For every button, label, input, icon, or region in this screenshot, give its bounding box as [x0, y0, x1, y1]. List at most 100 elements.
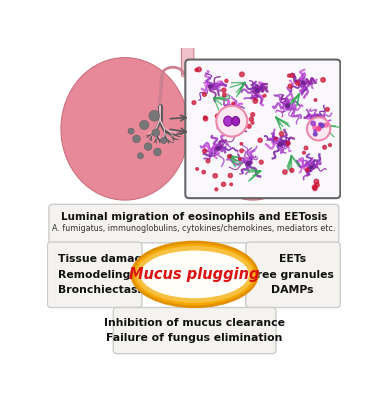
Text: Inhibition of mucus clearance
Failure of fungus elimination: Inhibition of mucus clearance Failure of…: [104, 318, 285, 343]
Circle shape: [296, 81, 300, 85]
Circle shape: [144, 143, 152, 150]
Circle shape: [305, 168, 309, 172]
Circle shape: [274, 138, 277, 140]
Circle shape: [304, 146, 308, 150]
Circle shape: [283, 170, 287, 174]
Circle shape: [202, 92, 206, 96]
Circle shape: [326, 108, 329, 111]
Circle shape: [240, 142, 243, 145]
FancyBboxPatch shape: [47, 242, 142, 308]
Text: Mucus plugging: Mucus plugging: [129, 267, 260, 282]
Circle shape: [221, 182, 226, 186]
Circle shape: [309, 166, 312, 169]
Ellipse shape: [197, 65, 309, 200]
Circle shape: [161, 137, 167, 144]
Ellipse shape: [136, 246, 254, 303]
Circle shape: [290, 168, 294, 172]
Circle shape: [133, 135, 140, 143]
Circle shape: [137, 153, 144, 159]
Circle shape: [286, 142, 290, 146]
Circle shape: [196, 168, 199, 170]
Circle shape: [321, 78, 325, 82]
Circle shape: [231, 112, 235, 116]
Circle shape: [232, 102, 235, 105]
Circle shape: [279, 132, 283, 136]
Circle shape: [240, 72, 244, 77]
Circle shape: [208, 85, 212, 88]
Circle shape: [324, 123, 328, 127]
Circle shape: [192, 101, 196, 104]
Ellipse shape: [140, 250, 249, 298]
Circle shape: [263, 94, 266, 97]
Circle shape: [204, 116, 208, 121]
Circle shape: [311, 121, 315, 126]
Circle shape: [302, 81, 304, 84]
Circle shape: [313, 125, 317, 129]
Circle shape: [247, 162, 251, 166]
Circle shape: [319, 123, 322, 126]
Text: Luminal migration of eosinophils and EETosis: Luminal migration of eosinophils and EET…: [61, 212, 327, 222]
Circle shape: [312, 185, 317, 190]
Circle shape: [315, 183, 319, 187]
Circle shape: [258, 138, 262, 142]
FancyBboxPatch shape: [49, 204, 339, 243]
Circle shape: [290, 74, 294, 77]
Circle shape: [227, 155, 231, 158]
Circle shape: [139, 120, 149, 130]
Circle shape: [230, 183, 233, 186]
Text: EETs
Free granules
DAMPs: EETs Free granules DAMPs: [251, 254, 334, 295]
Circle shape: [149, 110, 160, 121]
FancyBboxPatch shape: [182, 46, 194, 76]
Circle shape: [203, 149, 207, 153]
FancyBboxPatch shape: [113, 308, 276, 354]
Circle shape: [302, 151, 305, 154]
Circle shape: [128, 128, 134, 134]
Circle shape: [202, 170, 205, 174]
Circle shape: [152, 129, 160, 136]
Circle shape: [238, 158, 241, 160]
Circle shape: [288, 84, 292, 88]
Circle shape: [329, 144, 331, 146]
Circle shape: [313, 186, 317, 190]
Circle shape: [259, 160, 263, 164]
Circle shape: [314, 130, 316, 132]
FancyBboxPatch shape: [246, 242, 340, 308]
Circle shape: [213, 174, 218, 178]
Circle shape: [215, 188, 218, 191]
Circle shape: [313, 132, 317, 136]
Circle shape: [247, 124, 251, 128]
Circle shape: [204, 116, 207, 119]
Ellipse shape: [61, 58, 189, 200]
Circle shape: [216, 106, 247, 136]
Circle shape: [251, 113, 255, 116]
Circle shape: [253, 99, 258, 103]
Circle shape: [153, 148, 161, 156]
Circle shape: [251, 122, 254, 124]
Circle shape: [222, 93, 226, 96]
Ellipse shape: [224, 116, 232, 126]
Circle shape: [240, 149, 243, 152]
Circle shape: [316, 127, 321, 131]
Circle shape: [206, 159, 210, 163]
Circle shape: [307, 117, 330, 140]
Circle shape: [319, 123, 324, 128]
FancyBboxPatch shape: [185, 60, 340, 198]
Circle shape: [278, 142, 282, 146]
Circle shape: [249, 117, 254, 121]
Circle shape: [317, 116, 320, 118]
Circle shape: [228, 174, 232, 178]
Circle shape: [222, 88, 226, 92]
Circle shape: [317, 127, 320, 130]
Circle shape: [197, 67, 201, 72]
Circle shape: [317, 127, 320, 130]
Circle shape: [225, 79, 228, 82]
Ellipse shape: [232, 116, 240, 126]
Circle shape: [314, 99, 317, 101]
Circle shape: [288, 74, 291, 77]
Circle shape: [323, 123, 327, 127]
Circle shape: [215, 114, 219, 118]
Circle shape: [216, 146, 220, 150]
Text: Tissue damage
Remodeling
Bronchiectasis: Tissue damage Remodeling Bronchiectasis: [58, 254, 150, 295]
Text: A. fumigatus, immunoglobulins, cytokines/chemokines, mediators etc.: A. fumigatus, immunoglobulins, cytokines…: [52, 224, 335, 234]
Circle shape: [314, 179, 319, 184]
